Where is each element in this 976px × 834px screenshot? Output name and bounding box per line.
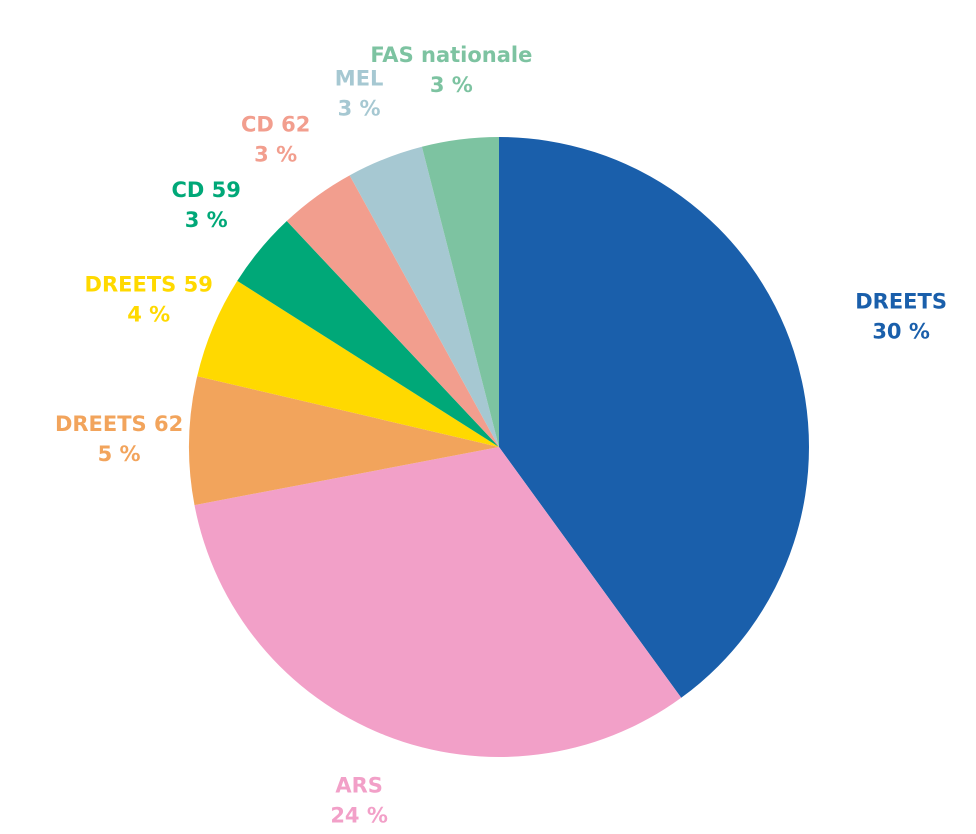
slice-label: CD 59	[172, 178, 241, 202]
slice-label: DREETS	[855, 289, 947, 313]
pie-slice	[237, 221, 499, 447]
slice-label: DREETS 62	[55, 412, 183, 436]
slice-label: FAS nationale	[370, 43, 532, 67]
pie-slice	[421, 137, 499, 447]
value-label: 4 %	[127, 303, 170, 327]
slice-label: CD 62	[241, 113, 310, 137]
slice-label: ARS	[335, 773, 383, 797]
slice-label: MEL	[335, 67, 384, 91]
pie-slice	[349, 146, 499, 447]
pie-slice	[197, 280, 499, 447]
value-label: 3 %	[185, 208, 228, 232]
pie-slice	[499, 137, 809, 698]
slice-label: DREETS 59	[85, 273, 213, 297]
pie-slice	[188, 376, 499, 506]
pie-slice	[194, 447, 682, 757]
value-label: 3 %	[254, 143, 297, 167]
value-label: 5 %	[98, 442, 141, 466]
value-label: 3 %	[338, 97, 381, 121]
value-label: 3 %	[430, 73, 473, 97]
value-label: 24 %	[330, 803, 388, 827]
pie-slice	[286, 175, 499, 448]
value-label: 30 %	[872, 319, 930, 343]
